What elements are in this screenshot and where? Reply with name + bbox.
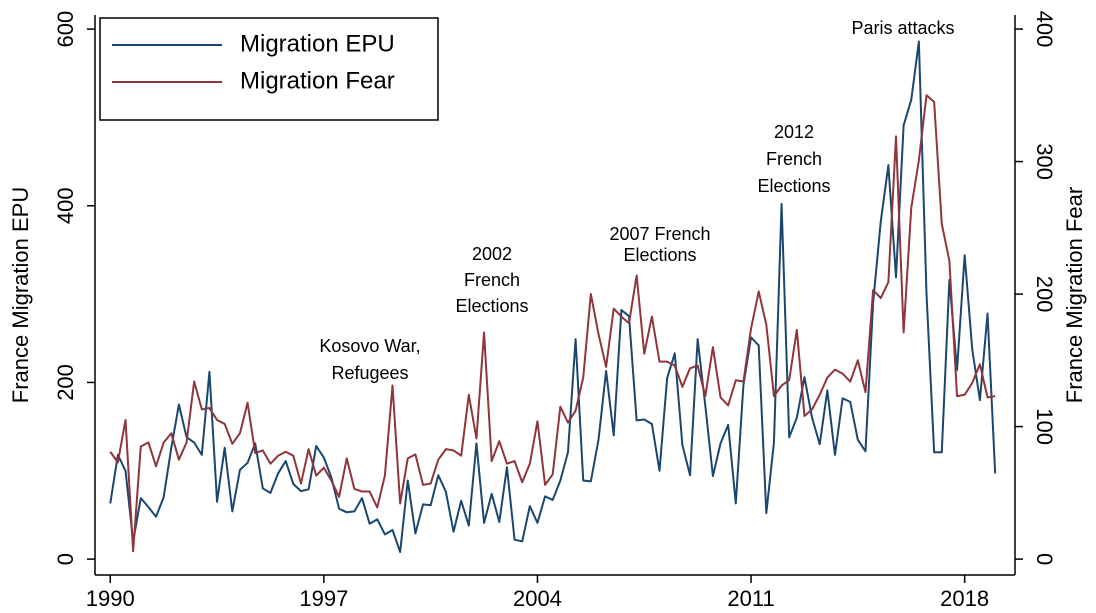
x-tick-label: 2018 [940,586,989,611]
legend-label: Migration EPU [240,30,395,57]
y2-tick-label: 200 [1032,276,1057,313]
x-tick-label: 2011 [727,586,774,611]
annotation: 2002 [472,244,512,264]
y-axis-title: France Migration EPU [8,187,33,403]
x-tick-label: 2004 [513,586,562,611]
series-line [109,40,997,554]
annotation: Elections [455,296,528,316]
legend-label: Migration Fear [240,67,395,94]
y2-axis-title: France Migration Fear [1062,187,1087,403]
annotation: French [766,149,822,169]
y-tick-label: 200 [53,364,78,401]
y-tick-label: 0 [53,553,78,565]
y2-tick-label: 100 [1032,408,1057,445]
y-tick-label: 400 [53,187,78,224]
y2-tick-label: 0 [1032,553,1057,565]
annotation: Paris attacks [851,18,954,38]
x-tick-label: 1997 [299,586,348,611]
series-line [109,94,996,553]
annotation: Refugees [331,363,408,383]
annotation: 2007 French [609,224,710,244]
legend-box [99,17,439,121]
annotation: French [464,270,520,290]
annotation: Elections [757,176,830,196]
y2-tick-label: 400 [1032,11,1057,48]
y2-tick-label: 300 [1032,143,1057,180]
annotation: Elections [623,245,696,265]
annotation: Kosovo War, [319,336,420,356]
x-tick-label: 1990 [86,586,135,611]
y-tick-label: 600 [53,11,78,48]
annotation: 2012 [774,122,814,142]
